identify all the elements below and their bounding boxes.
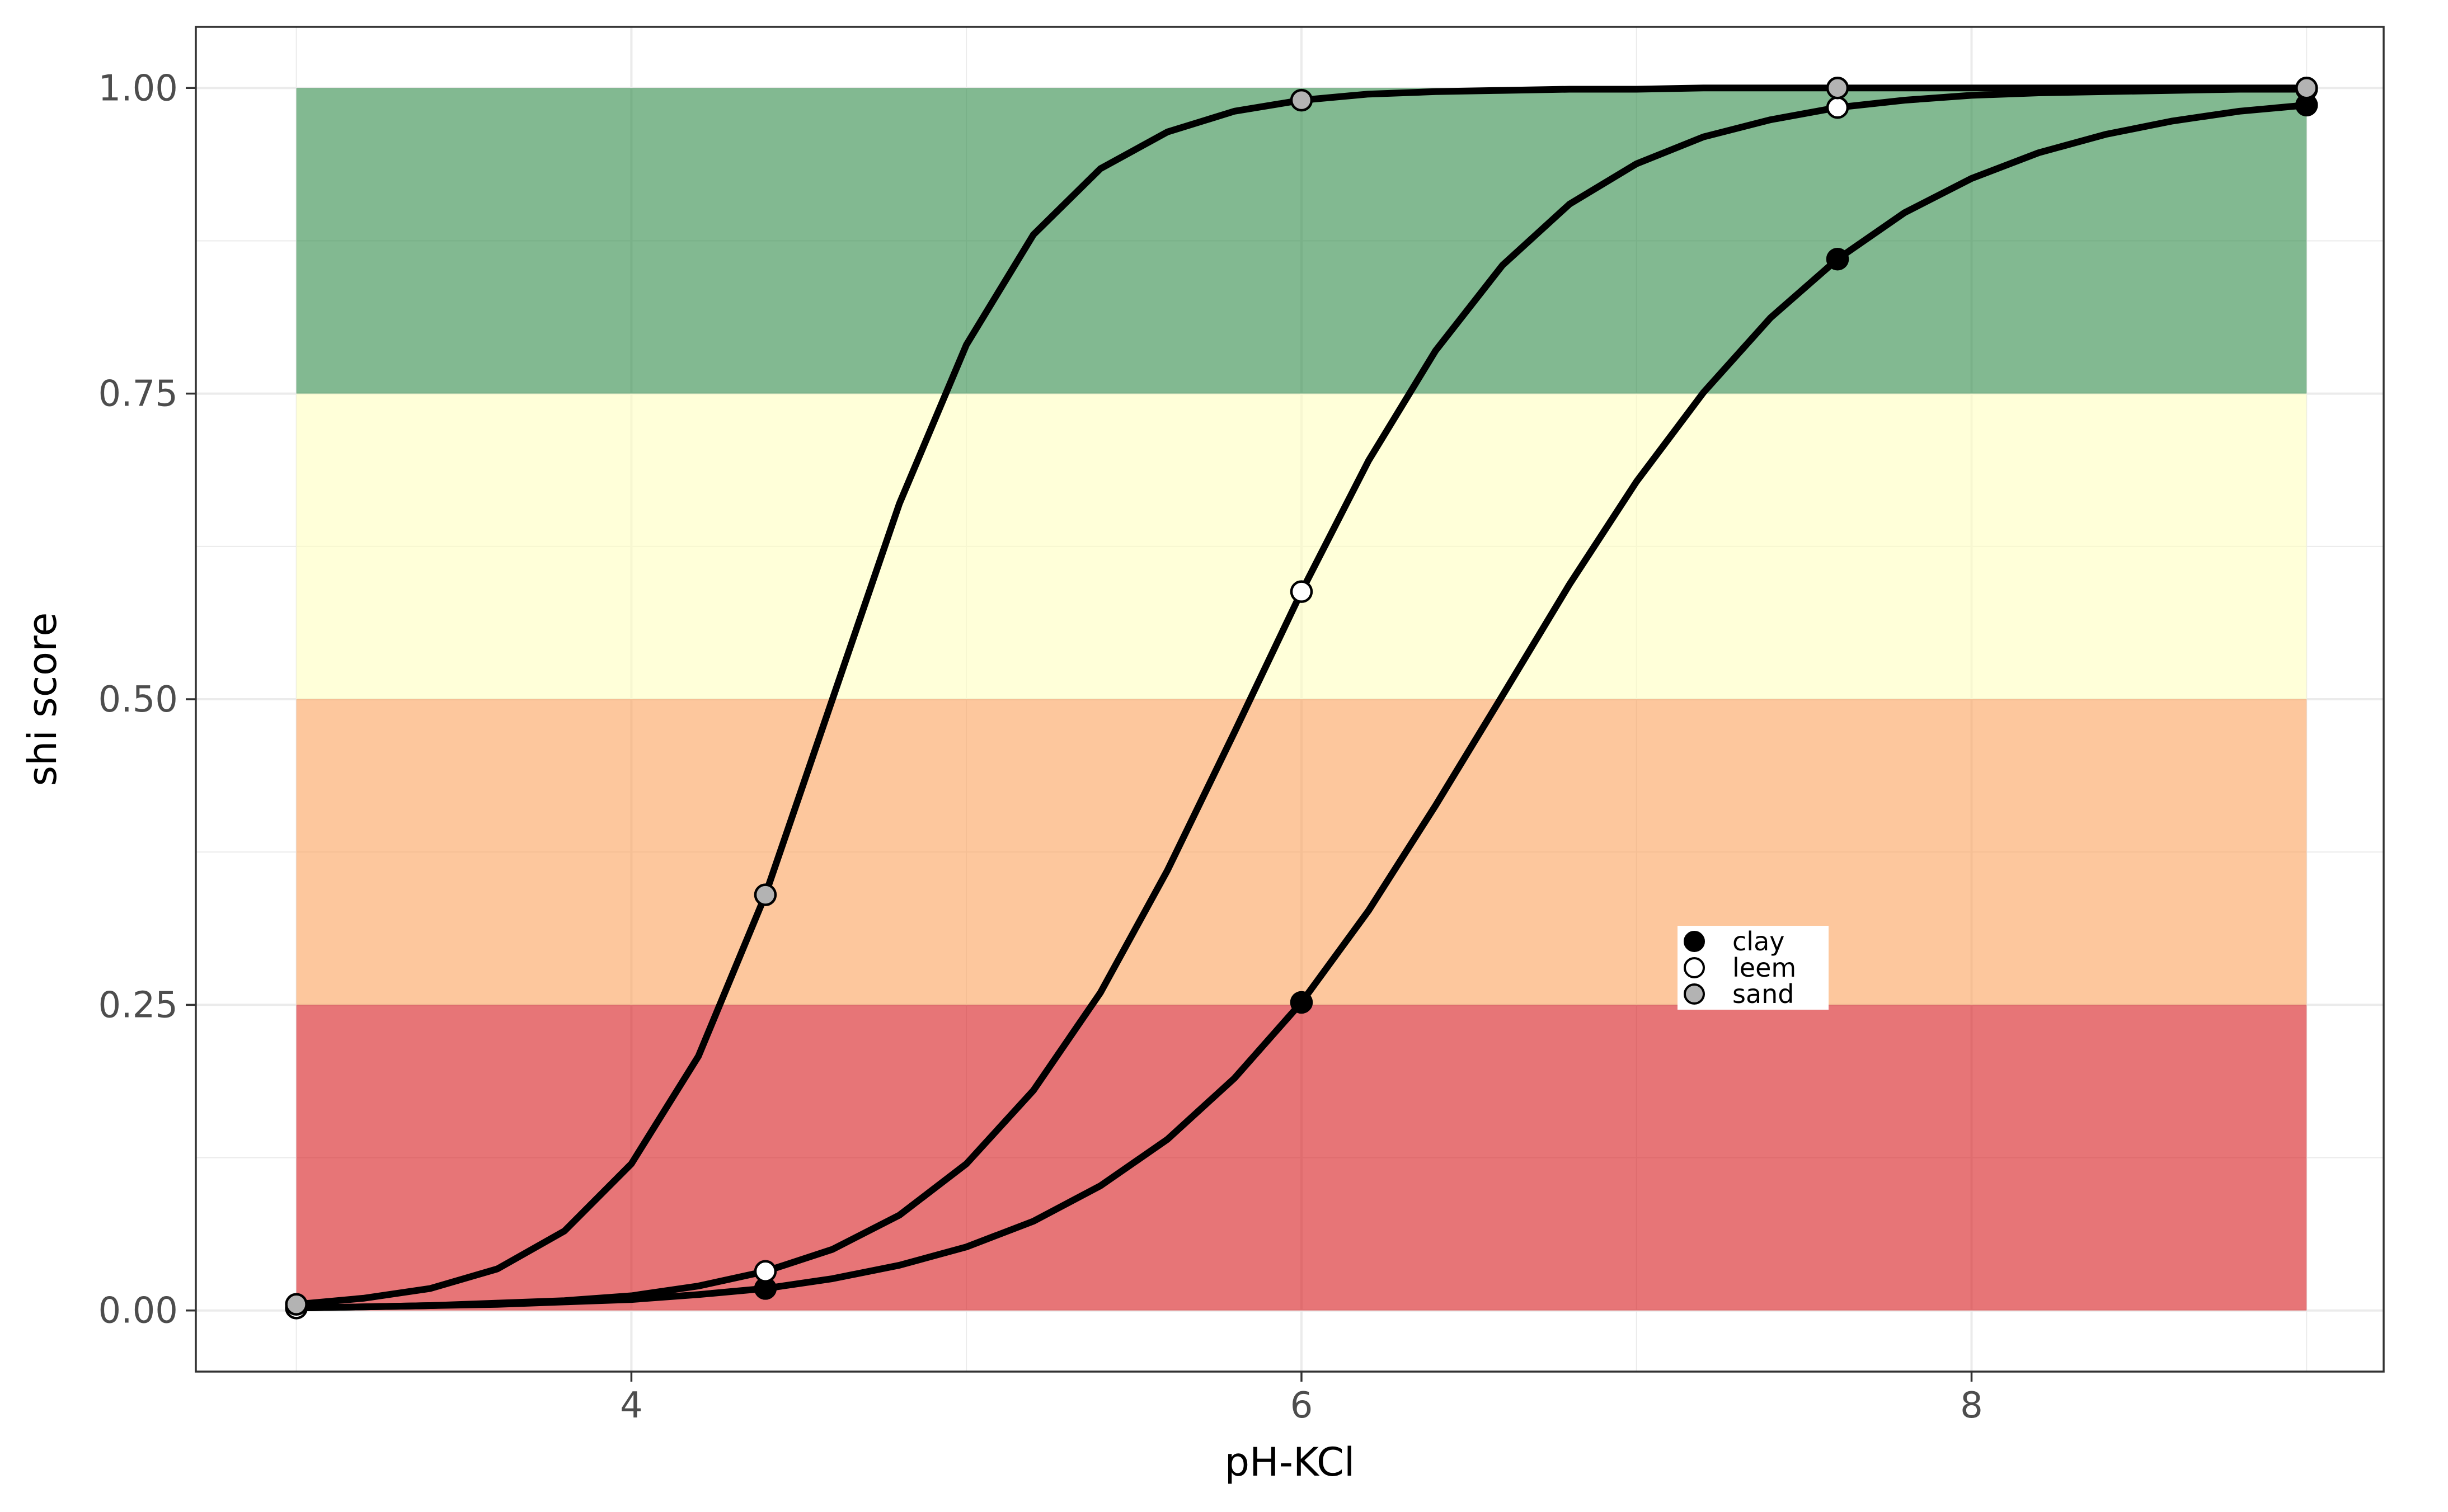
score-bands <box>296 88 2307 1311</box>
data-point-clay <box>1290 991 1313 1014</box>
legend-key-clay <box>1684 931 1705 952</box>
y-tick-label: 0.25 <box>98 985 178 1026</box>
score-band <box>296 1005 2307 1311</box>
x-tick-label: 4 <box>620 1385 643 1426</box>
x-tick-label: 8 <box>1960 1385 1983 1426</box>
y-tick-label: 0.00 <box>98 1290 178 1332</box>
data-point-sand <box>1826 77 1849 100</box>
data-point-leem <box>1826 96 1849 119</box>
y-tick-label: 1.00 <box>98 68 178 109</box>
legend-key-leem <box>1684 957 1705 978</box>
data-point-sand <box>1290 88 1313 112</box>
data-point-leem <box>754 1260 777 1283</box>
data-point-sand <box>2295 77 2318 100</box>
series <box>285 77 2318 1320</box>
data-point-leem <box>1290 580 1313 603</box>
x-axis-title: pH-KCl <box>1225 1439 1355 1485</box>
legend-label-clay: clay <box>1732 926 1784 957</box>
legend-label-leem: leem <box>1732 953 1796 983</box>
score-band <box>296 393 2307 699</box>
y-tick-label: 0.75 <box>98 374 178 415</box>
x-tick-label: 6 <box>1290 1385 1313 1426</box>
y-axis-title: shi score <box>20 613 65 786</box>
legend-key-sand <box>1684 983 1705 1005</box>
data-point-sand <box>285 1293 308 1316</box>
y-tick-label: 0.50 <box>98 679 178 720</box>
data-point-sand <box>754 883 777 906</box>
score-band <box>296 88 2307 394</box>
legend-label-sand: sand <box>1732 979 1794 1009</box>
score-band <box>296 699 2307 1005</box>
axes: 4 6 8 0.00 0.25 0.50 0.75 1.00 <box>98 68 1983 1426</box>
data-point-clay <box>1826 247 1849 271</box>
